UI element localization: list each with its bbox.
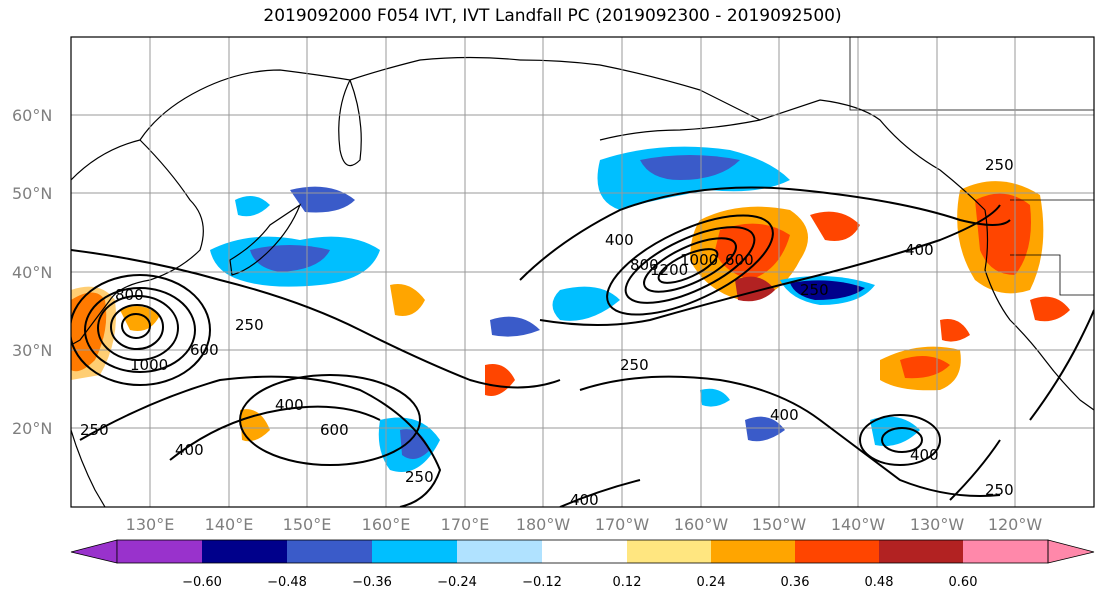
colorbar-tick-6: 0.12 xyxy=(613,575,642,590)
kamchatka-coast xyxy=(338,79,362,167)
asia-coast xyxy=(71,139,204,346)
contour-label-250e: 250 xyxy=(800,281,829,299)
lat-label-50: 50°N xyxy=(12,184,52,203)
lon-label-180w: 180°W xyxy=(516,515,571,534)
colorbar-bin-2 xyxy=(202,540,287,563)
contour-label-600a: 600 xyxy=(320,421,349,439)
colorbar-extend-low xyxy=(70,539,118,564)
lon-label-150w: 150°W xyxy=(752,515,807,534)
colorbar-tick-10: 0.60 xyxy=(949,575,978,590)
lon-label-170e: 170°E xyxy=(441,515,490,534)
colorbar-bin-10 xyxy=(879,540,963,563)
map-frame xyxy=(70,36,1095,508)
lon-label-120w: 120°W xyxy=(988,515,1043,534)
chart-title: 2019092000 F054 IVT, IVT Landfall PC (20… xyxy=(263,6,842,26)
colorbar-tick-3: −0.36 xyxy=(352,575,392,590)
contour-central-250 xyxy=(519,186,1011,281)
colorbar-bin-4 xyxy=(372,540,457,563)
contour-mid-600 xyxy=(239,374,421,466)
colorbar-bin-11 xyxy=(963,540,1048,563)
contour-label-800: 800 xyxy=(630,256,659,274)
contour-label-1000a: 1000 xyxy=(130,356,168,374)
ivt-contours xyxy=(71,186,1094,507)
contour-label-400b: 400 xyxy=(275,396,304,414)
colorbar: −0.60 −0.48 −0.36 −0.24 −0.12 0.12 0.24 … xyxy=(70,539,1095,590)
contour-label-400a: 400 xyxy=(175,441,204,459)
lon-label-140e: 140°E xyxy=(205,515,254,534)
contour-label-600b: 600 xyxy=(725,251,754,269)
lat-label-60: 60°N xyxy=(12,106,52,125)
lon-label-140w: 140°W xyxy=(831,515,886,534)
colorbar-tick-5: −0.12 xyxy=(522,575,562,590)
contour-label-250d: 250 xyxy=(620,356,649,374)
contour-label-250b: 250 xyxy=(405,468,434,486)
contour-label-250f: 250 xyxy=(985,156,1014,174)
colorbar-tick-9: 0.48 xyxy=(865,575,894,590)
colorbar-bin-7 xyxy=(627,540,711,563)
colorbar-tick-7: 0.24 xyxy=(697,575,726,590)
colorbar-tick-2: −0.48 xyxy=(267,575,307,590)
lon-label-160e: 160°E xyxy=(362,515,411,534)
map-content: 250 250 250 250 250 250 250 400 400 400 … xyxy=(71,37,1094,509)
lat-label-30: 30°N xyxy=(12,341,52,360)
contour-label-1000b: 1000 xyxy=(680,251,718,269)
lon-label-150e: 150°E xyxy=(283,515,332,534)
na-west-coast xyxy=(984,209,1094,411)
contour-central-core xyxy=(606,214,774,316)
colorbar-bin-6 xyxy=(542,540,627,563)
colorbar-bin-9 xyxy=(795,540,879,563)
contour-label-1200: 1200 xyxy=(650,261,688,279)
contour-label-400f: 400 xyxy=(905,241,934,259)
lon-axis: 130°E 140°E 150°E 160°E 170°E 180°W 170°… xyxy=(126,515,1043,534)
contour-label-800b: 800 xyxy=(115,286,144,304)
colorbar-bin-3 xyxy=(287,540,372,563)
colorbar-bin-1 xyxy=(117,540,202,563)
lat-label-40: 40°N xyxy=(12,263,52,282)
lat-axis: 20°N 30°N 40°N 50°N 60°N xyxy=(12,106,52,438)
colorbar-bin-8 xyxy=(711,540,795,563)
contour-label-400e: 400 xyxy=(570,491,599,509)
colorbar-extend-high xyxy=(1047,539,1095,564)
contour-labels: 250 250 250 250 250 250 250 400 400 400 … xyxy=(80,156,1014,509)
colorbar-bin-5 xyxy=(457,540,542,563)
lat-label-20: 20°N xyxy=(12,419,52,438)
colorbar-tick-8: 0.36 xyxy=(781,575,810,590)
lon-label-130e: 130°E xyxy=(126,515,175,534)
contour-label-400g: 400 xyxy=(910,446,939,464)
lon-label-130w: 130°W xyxy=(910,515,965,534)
japan-coast xyxy=(229,203,302,276)
lon-label-160w: 160°W xyxy=(674,515,729,534)
contour-label-600c: 600 xyxy=(190,341,219,359)
contour-label-400c: 400 xyxy=(605,231,634,249)
contour-label-250c: 250 xyxy=(80,421,109,439)
colorbar-tick-1: −0.60 xyxy=(182,575,222,590)
contour-label-250g: 250 xyxy=(985,481,1014,499)
contour-label-250a: 250 xyxy=(235,316,264,334)
lon-label-170w: 170°W xyxy=(595,515,650,534)
contour-west-250 xyxy=(71,274,211,386)
contour-label-400d: 400 xyxy=(770,406,799,424)
colorbar-tick-4: −0.24 xyxy=(437,575,477,590)
